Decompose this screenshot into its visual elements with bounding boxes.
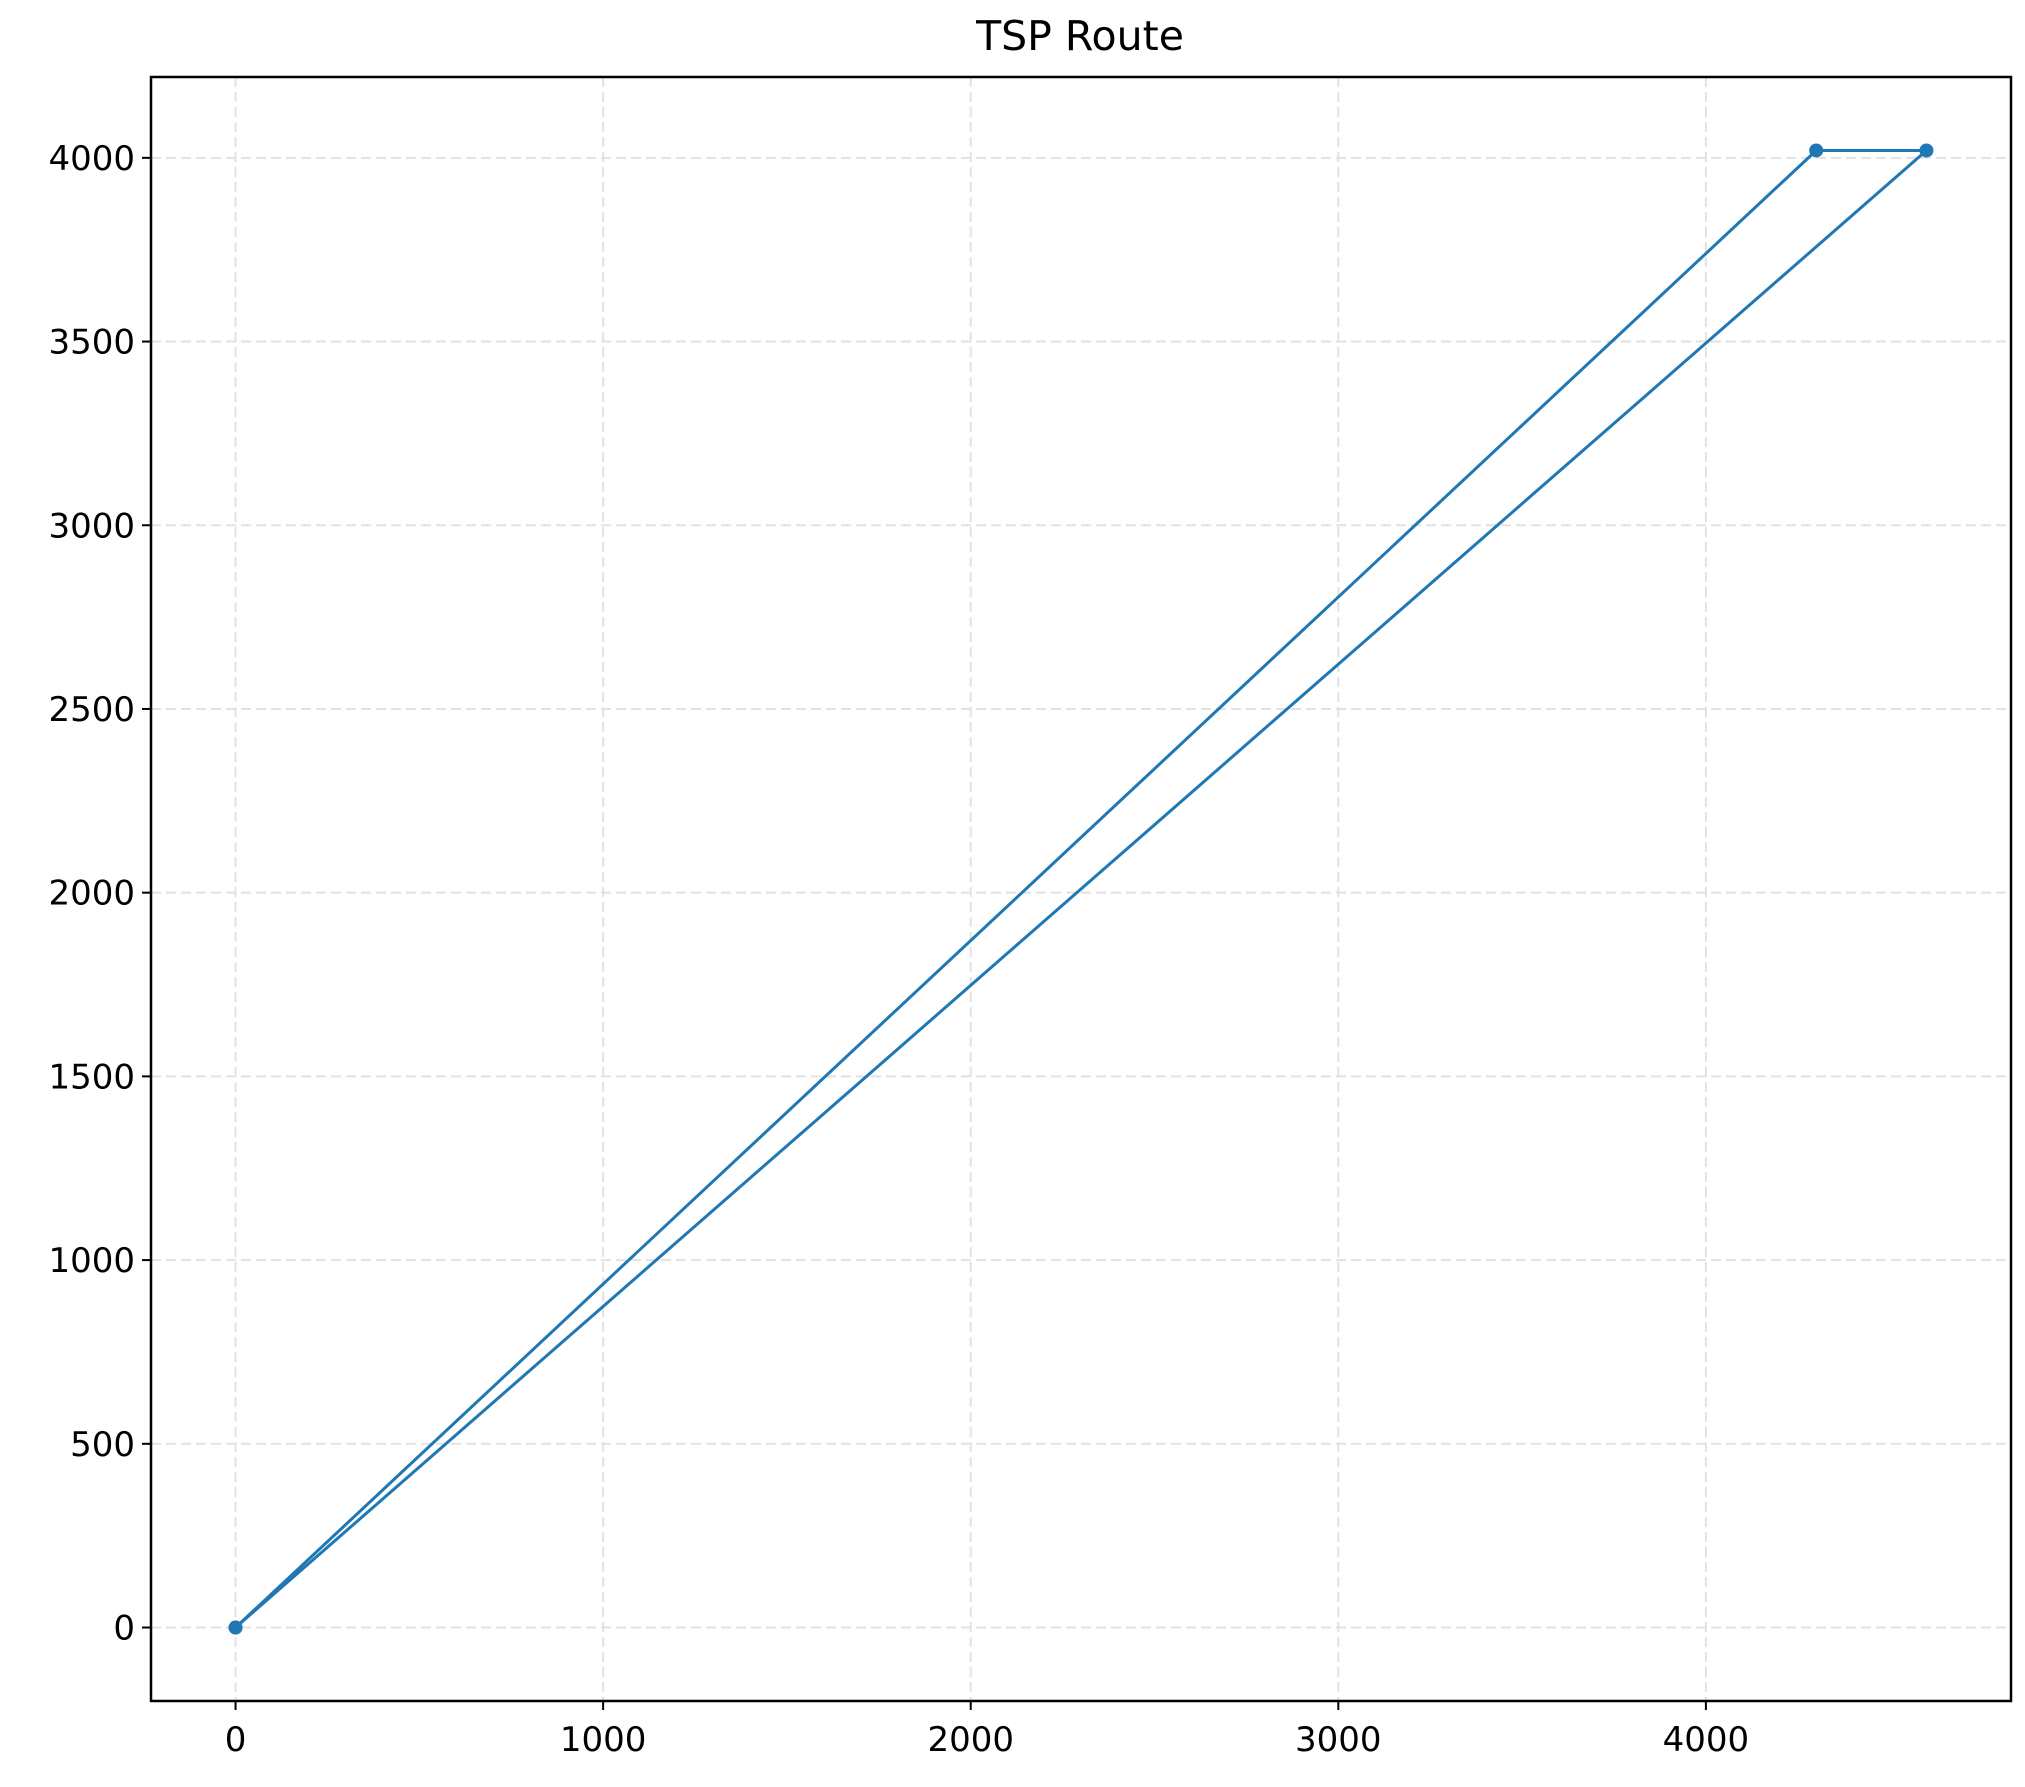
y-tick-label: 4000	[48, 139, 135, 179]
y-tick-label: 2000	[48, 874, 135, 914]
y-tick-label: 1500	[48, 1057, 135, 1097]
ticks: 0 1000 2000 3000 4000 0 500 1000 1500 2000 2500 300…	[48, 139, 1749, 1760]
x-tick-label: 1000	[560, 1720, 647, 1760]
route-point	[1919, 143, 1934, 158]
route-point	[228, 1620, 243, 1635]
grid	[151, 77, 2011, 1701]
chart-title: TSP Route	[975, 12, 1184, 60]
y-tick-label: 500	[70, 1425, 135, 1465]
x-tick-label: 4000	[1663, 1720, 1750, 1760]
x-tick-label: 2000	[927, 1720, 1014, 1760]
marker-layer	[228, 143, 1934, 1635]
series-layer	[234, 148, 1928, 1630]
x-tick-label: 3000	[1295, 1720, 1382, 1760]
y-tick-label: 3500	[48, 323, 135, 363]
axes-frame	[149, 75, 2013, 1703]
x-tick-label: 0	[225, 1720, 247, 1760]
y-tick-label: 2500	[48, 690, 135, 730]
route-line	[234, 148, 1928, 1630]
y-tick-label: 1000	[48, 1241, 135, 1281]
route-point	[1809, 143, 1824, 158]
y-tick-label: 3000	[48, 506, 135, 546]
y-tick-label: 0	[113, 1609, 135, 1649]
